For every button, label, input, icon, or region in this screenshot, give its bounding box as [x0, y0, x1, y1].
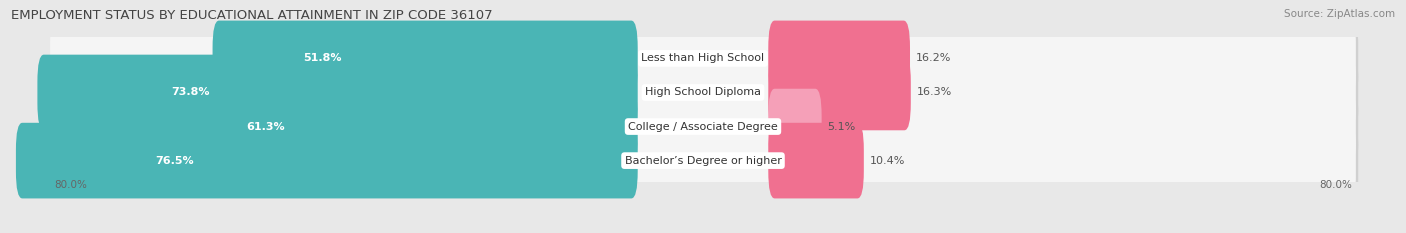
FancyBboxPatch shape [768, 21, 910, 96]
Text: 73.8%: 73.8% [172, 87, 209, 97]
FancyBboxPatch shape [51, 25, 1355, 92]
Text: Source: ZipAtlas.com: Source: ZipAtlas.com [1284, 9, 1395, 19]
Text: College / Associate Degree: College / Associate Degree [628, 122, 778, 132]
FancyBboxPatch shape [768, 55, 911, 130]
FancyBboxPatch shape [38, 55, 638, 130]
FancyBboxPatch shape [51, 128, 1355, 194]
FancyBboxPatch shape [212, 21, 638, 96]
FancyBboxPatch shape [768, 123, 863, 199]
Text: Bachelor’s Degree or higher: Bachelor’s Degree or higher [624, 156, 782, 166]
Text: EMPLOYMENT STATUS BY EDUCATIONAL ATTAINMENT IN ZIP CODE 36107: EMPLOYMENT STATUS BY EDUCATIONAL ATTAINM… [11, 9, 494, 22]
Text: 80.0%: 80.0% [1319, 180, 1353, 190]
Text: Less than High School: Less than High School [641, 53, 765, 63]
Text: 10.4%: 10.4% [869, 156, 905, 166]
Text: 16.3%: 16.3% [917, 87, 952, 97]
Text: 76.5%: 76.5% [155, 156, 194, 166]
Text: 5.1%: 5.1% [827, 122, 855, 132]
FancyBboxPatch shape [51, 93, 1355, 160]
Text: 80.0%: 80.0% [53, 180, 87, 190]
FancyBboxPatch shape [15, 123, 638, 199]
FancyBboxPatch shape [52, 61, 1358, 127]
FancyBboxPatch shape [52, 95, 1358, 161]
FancyBboxPatch shape [52, 27, 1358, 93]
FancyBboxPatch shape [768, 89, 821, 164]
Text: 51.8%: 51.8% [302, 53, 342, 63]
FancyBboxPatch shape [136, 89, 638, 164]
Text: 61.3%: 61.3% [246, 122, 284, 132]
Text: High School Diploma: High School Diploma [645, 87, 761, 97]
FancyBboxPatch shape [52, 129, 1358, 195]
FancyBboxPatch shape [51, 59, 1355, 126]
Text: 16.2%: 16.2% [915, 53, 950, 63]
